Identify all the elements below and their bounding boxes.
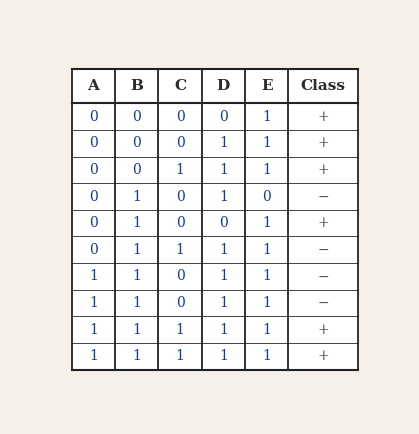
Text: 0: 0 (89, 216, 98, 230)
Text: 1: 1 (89, 270, 98, 283)
Text: −: − (317, 270, 329, 283)
Text: 0: 0 (89, 136, 98, 150)
Text: 1: 1 (262, 243, 271, 257)
Text: +: + (317, 349, 329, 363)
Text: +: + (317, 322, 329, 337)
Text: −: − (317, 243, 329, 257)
Text: +: + (317, 216, 329, 230)
Text: 0: 0 (176, 270, 184, 283)
Bar (72, 69, 357, 370)
Text: 1: 1 (219, 163, 228, 177)
Text: +: + (317, 136, 329, 150)
Text: 0: 0 (89, 110, 98, 124)
Text: 0: 0 (219, 110, 228, 124)
Text: 1: 1 (89, 349, 98, 363)
Text: 1: 1 (262, 216, 271, 230)
Text: 0: 0 (262, 190, 271, 204)
Text: −: − (317, 296, 329, 310)
Text: −: − (317, 190, 329, 204)
Text: 0: 0 (176, 110, 184, 124)
Text: 1: 1 (89, 322, 98, 337)
Text: 1: 1 (132, 270, 141, 283)
Text: 1: 1 (262, 136, 271, 150)
Text: 1: 1 (132, 243, 141, 257)
Text: 1: 1 (176, 243, 184, 257)
Text: 0: 0 (89, 190, 98, 204)
Text: 0: 0 (176, 136, 184, 150)
Text: A: A (88, 79, 99, 93)
Text: 1: 1 (176, 163, 184, 177)
Text: 1: 1 (262, 110, 271, 124)
Text: Class: Class (300, 79, 346, 93)
Text: 1: 1 (132, 322, 141, 337)
Text: C: C (174, 79, 186, 93)
Text: 0: 0 (89, 243, 98, 257)
Text: 1: 1 (219, 243, 228, 257)
Text: 0: 0 (132, 163, 141, 177)
Text: 1: 1 (132, 216, 141, 230)
Text: 1: 1 (262, 163, 271, 177)
Text: 1: 1 (132, 190, 141, 204)
Text: 0: 0 (176, 296, 184, 310)
Text: 1: 1 (262, 270, 271, 283)
Text: 0: 0 (89, 163, 98, 177)
Text: 1: 1 (89, 296, 98, 310)
Text: 1: 1 (219, 136, 228, 150)
Text: 1: 1 (176, 322, 184, 337)
Text: 1: 1 (219, 296, 228, 310)
Text: 1: 1 (262, 322, 271, 337)
Text: 1: 1 (219, 349, 228, 363)
Text: D: D (217, 79, 230, 93)
Text: 0: 0 (132, 110, 141, 124)
Text: E: E (261, 79, 272, 93)
Text: 1: 1 (219, 270, 228, 283)
Text: 0: 0 (176, 216, 184, 230)
Text: B: B (130, 79, 143, 93)
Text: 1: 1 (262, 296, 271, 310)
Text: +: + (317, 110, 329, 124)
Text: 1: 1 (219, 322, 228, 337)
Text: 1: 1 (132, 296, 141, 310)
Text: 0: 0 (176, 190, 184, 204)
Text: 0: 0 (132, 136, 141, 150)
Text: 1: 1 (132, 349, 141, 363)
Text: +: + (317, 163, 329, 177)
Text: 1: 1 (176, 349, 184, 363)
Text: 1: 1 (262, 349, 271, 363)
Text: 1: 1 (219, 190, 228, 204)
Text: 0: 0 (219, 216, 228, 230)
